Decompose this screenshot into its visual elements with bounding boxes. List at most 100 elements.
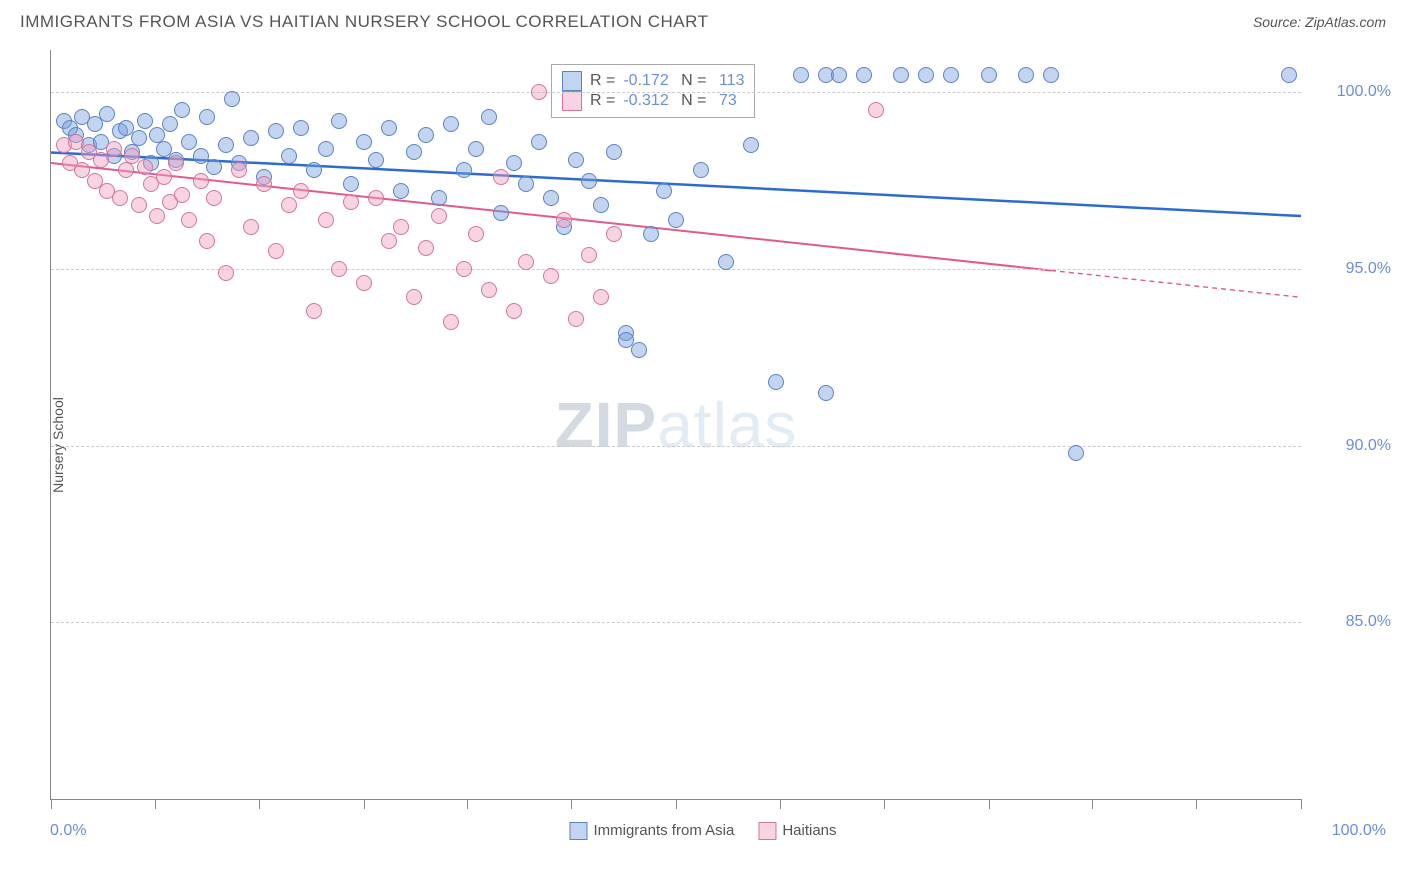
x-tick — [467, 799, 468, 809]
data-point-haitian — [443, 314, 459, 330]
data-point-haitian — [506, 303, 522, 319]
data-point-asia — [318, 141, 334, 157]
legend-swatch-asia — [569, 822, 587, 840]
chart-container: Nursery School ZIPatlas R =-0.172 N = 11… — [0, 40, 1406, 850]
data-point-haitian — [306, 303, 322, 319]
data-point-haitian — [206, 190, 222, 206]
data-point-asia — [131, 130, 147, 146]
data-point-asia — [418, 127, 434, 143]
data-point-haitian — [106, 141, 122, 157]
correlation-stats-legend: R =-0.172 N = 113R =-0.312 N = 73 — [551, 64, 755, 118]
data-point-asia — [506, 155, 522, 171]
data-point-asia — [293, 120, 309, 136]
data-point-asia — [162, 116, 178, 132]
gridline — [51, 269, 1301, 270]
data-point-asia — [656, 183, 672, 199]
data-point-asia — [1281, 67, 1297, 83]
data-point-asia — [1068, 445, 1084, 461]
data-point-asia — [743, 137, 759, 153]
x-tick — [364, 799, 365, 809]
data-point-asia — [943, 67, 959, 83]
series-legend: Immigrants from Asia Haitians — [569, 822, 836, 840]
data-point-asia — [981, 67, 997, 83]
data-point-haitian — [193, 173, 209, 189]
data-point-asia — [643, 226, 659, 242]
x-tick — [989, 799, 990, 809]
data-point-asia — [243, 130, 259, 146]
data-point-haitian — [131, 197, 147, 213]
legend-label-haitian: Haitians — [782, 822, 836, 839]
data-point-asia — [831, 67, 847, 83]
data-point-haitian — [368, 190, 384, 206]
data-point-haitian — [581, 247, 597, 263]
data-point-haitian — [318, 212, 334, 228]
data-point-haitian — [231, 162, 247, 178]
data-point-haitian — [243, 219, 259, 235]
x-tick — [51, 799, 52, 809]
data-point-asia — [306, 162, 322, 178]
data-point-asia — [224, 91, 240, 107]
chart-header: IMMIGRANTS FROM ASIA VS HAITIAN NURSERY … — [0, 0, 1406, 40]
data-point-haitian — [468, 226, 484, 242]
x-tick — [155, 799, 156, 809]
data-point-asia — [181, 134, 197, 150]
data-point-asia — [99, 106, 115, 122]
data-point-asia — [793, 67, 809, 83]
data-point-haitian — [149, 208, 165, 224]
data-point-haitian — [174, 187, 190, 203]
data-point-asia — [281, 148, 297, 164]
data-point-asia — [768, 374, 784, 390]
data-point-haitian — [168, 155, 184, 171]
stats-row-haitian: R =-0.312 N = 73 — [562, 91, 744, 111]
data-point-haitian — [543, 268, 559, 284]
x-tick — [1092, 799, 1093, 809]
data-point-asia — [393, 183, 409, 199]
data-point-asia — [581, 173, 597, 189]
legend-swatch-haitian — [562, 91, 582, 111]
legend-swatch-haitian — [758, 822, 776, 840]
data-point-asia — [1018, 67, 1034, 83]
data-point-haitian — [181, 212, 197, 228]
gridline — [51, 622, 1301, 623]
data-point-asia — [1043, 67, 1059, 83]
data-point-asia — [531, 134, 547, 150]
data-point-asia — [431, 190, 447, 206]
data-point-asia — [343, 176, 359, 192]
data-point-haitian — [531, 84, 547, 100]
data-point-haitian — [199, 233, 215, 249]
data-point-haitian — [593, 289, 609, 305]
data-point-haitian — [406, 289, 422, 305]
data-point-asia — [206, 159, 222, 175]
stats-row-asia: R =-0.172 N = 113 — [562, 71, 744, 91]
gridline — [51, 92, 1301, 93]
y-tick-label: 85.0% — [1311, 613, 1391, 631]
x-tick — [1196, 799, 1197, 809]
data-point-asia — [468, 141, 484, 157]
legend-swatch-asia — [562, 71, 582, 91]
data-point-asia — [456, 162, 472, 178]
x-tick — [676, 799, 677, 809]
data-point-haitian — [343, 194, 359, 210]
data-point-asia — [356, 134, 372, 150]
data-point-haitian — [381, 233, 397, 249]
r-value-haitian: -0.312 — [623, 92, 668, 110]
gridline — [51, 446, 1301, 447]
n-value-asia: 113 — [715, 72, 745, 90]
data-point-asia — [606, 144, 622, 160]
trend-line-dashed-haitian — [1051, 270, 1301, 297]
legend-label-asia: Immigrants from Asia — [593, 822, 734, 839]
data-point-asia — [443, 116, 459, 132]
x-tick — [571, 799, 572, 809]
data-point-haitian — [481, 282, 497, 298]
data-point-haitian — [418, 240, 434, 256]
data-point-haitian — [281, 197, 297, 213]
chart-title: IMMIGRANTS FROM ASIA VS HAITIAN NURSERY … — [20, 12, 709, 32]
y-tick-label: 100.0% — [1311, 83, 1391, 101]
data-point-haitian — [112, 190, 128, 206]
y-tick-label: 95.0% — [1311, 260, 1391, 278]
data-point-asia — [543, 190, 559, 206]
x-axis-max-label: 100.0% — [1332, 822, 1386, 840]
data-point-haitian — [331, 261, 347, 277]
data-point-asia — [331, 113, 347, 129]
x-tick — [259, 799, 260, 809]
